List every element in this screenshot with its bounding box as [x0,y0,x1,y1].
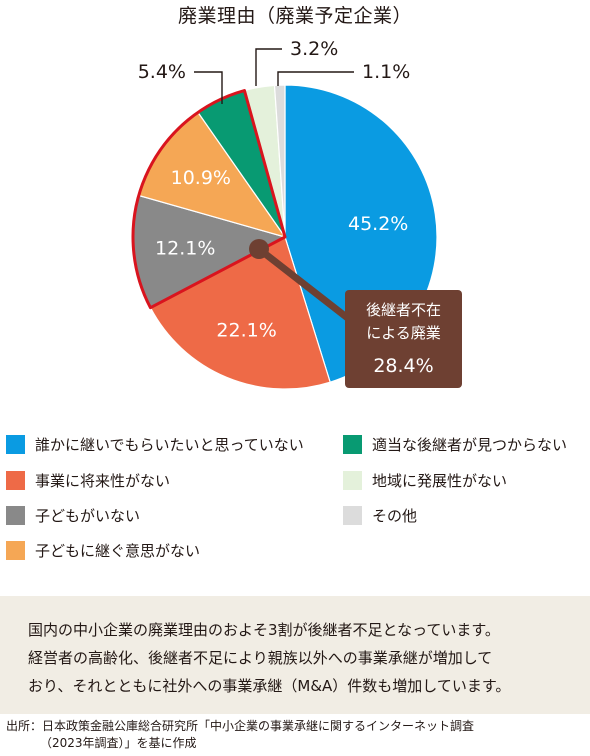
legend-label-5: 地域に発展性がない [372,472,508,490]
source-note: 出所：日本政策金融公庫総合研究所「中小企業の事業承継に関するインターネット調査 … [6,718,474,752]
legend-label-6: その他 [372,507,418,525]
summary-note: 国内の中小企業の廃業理由のおよそ3割が後継者不足となっています。 経営者の高齢化… [0,596,590,714]
outside-leader-lines [194,48,354,104]
legend-swatch-1 [6,471,25,490]
slice-label-5: 3.2% [290,38,338,60]
legend-swatch-0 [6,435,25,454]
leader-line-5 [255,48,282,86]
slice-label-4: 5.4% [138,61,186,83]
legend-label-3: 子どもに継ぐ意思がない [35,542,201,560]
callout-box [345,290,462,388]
slice-label-2: 12.1% [155,237,215,259]
note-line-1: 国内の中小企業の廃業理由のおよそ3割が後継者不足となっています。 [28,621,500,639]
chart-title: 廃業理由（廃業予定企業） [177,5,412,27]
slice-label-0: 45.2% [348,213,408,235]
legend-label-2: 子どもがいない [35,507,141,525]
pie-chart: 45.2% 22.1% 12.1% 10.9% 5.4% 3.2% 1.1% 後継者不在 に… [131,38,462,390]
legend-item-2: 子どもがいない [6,505,140,526]
legend-item-4: 適当な後継者が見つからない [343,434,567,455]
legend-swatch-3 [6,541,25,560]
legend-item-0: 誰かに継いでもらいたいと思っていない [6,434,304,455]
legend-swatch-4 [343,435,362,454]
callout-value: 28.4% [373,355,433,377]
legend-item-1: 事業に将来性がない [6,470,170,491]
legend: 誰かに継いでもらいたいと思っていない 事業に将来性がない 子どもがいない 子ども… [6,434,567,561]
legend-swatch-2 [6,506,25,525]
legend-item-6: その他 [343,505,417,526]
legend-swatch-5 [343,471,362,490]
pie-slice-1 [149,236,331,390]
slice-label-6: 1.1% [362,61,410,83]
source-line-1: 出所：日本政策金融公庫総合研究所「中小企業の事業承継に関するインターネット調査 [6,719,475,733]
callout-dot [249,239,269,259]
note-line-2: 経営者の高齢化、後継者不足により親族以外への事業承継が増加して [28,649,493,667]
leader-line-4 [194,71,223,104]
legend-swatch-6 [343,506,362,525]
legend-item-3: 子どもに継ぐ意思がない [6,540,200,561]
slice-label-3: 10.9% [171,167,231,189]
legend-label-1: 事業に将来性がない [35,472,171,490]
legend-item-5: 地域に発展性がない [343,470,507,491]
callout-text-line1: 後継者不在 [366,301,441,319]
leader-line-6 [277,71,354,86]
note-line-3: おり、それとともに社外への事業承継（M&A）件数も増加しています。 [28,677,511,695]
legend-label-0: 誰かに継いでもらいたいと思っていない [35,436,304,454]
callout-text-line2: による廃業 [366,324,441,342]
source-line-2: （2023年調査）」を基に作成 [40,736,197,750]
slice-labels: 45.2% 22.1% 12.1% 10.9% 5.4% 3.2% 1.1% [138,38,411,342]
highlight-border [131,89,287,310]
legend-label-4: 適当な後継者が見つからない [372,436,568,454]
slice-label-1: 22.1% [216,320,276,342]
pie-slice-6 [273,84,286,238]
